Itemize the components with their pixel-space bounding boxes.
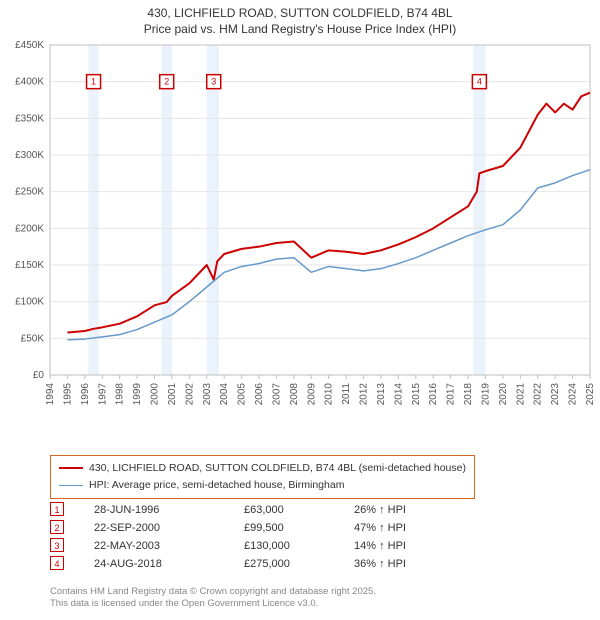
chart-title: 430, LICHFIELD ROAD, SUTTON COLDFIELD, B… xyxy=(0,0,600,37)
licence-text: Contains HM Land Registry data © Crown c… xyxy=(50,586,376,611)
sale-marker: 3 xyxy=(50,538,64,552)
svg-text:2022: 2022 xyxy=(533,383,544,406)
table-row: 2 22-SEP-2000£99,50047% ↑ HPI xyxy=(50,520,406,534)
legend-label: HPI: Average price, semi-detached house,… xyxy=(89,477,344,494)
legend-item: 430, LICHFIELD ROAD, SUTTON COLDFIELD, B… xyxy=(59,460,466,477)
svg-text:2008: 2008 xyxy=(289,383,300,406)
svg-text:2018: 2018 xyxy=(463,383,474,406)
legend-swatch xyxy=(59,467,83,469)
svg-text:1: 1 xyxy=(91,77,96,87)
svg-text:1994: 1994 xyxy=(45,383,56,406)
svg-text:1996: 1996 xyxy=(80,383,91,406)
sale-date: 24-AUG-2018 xyxy=(94,558,244,570)
svg-text:3: 3 xyxy=(211,77,216,87)
title-line-2: Price paid vs. HM Land Registry's House … xyxy=(0,22,600,38)
svg-text:4: 4 xyxy=(477,77,482,87)
legend: 430, LICHFIELD ROAD, SUTTON COLDFIELD, B… xyxy=(50,455,475,499)
sale-diff: 47% ↑ HPI xyxy=(354,522,406,534)
svg-text:2000: 2000 xyxy=(150,383,161,406)
svg-text:£250K: £250K xyxy=(15,187,44,198)
sale-marker: 1 xyxy=(50,502,64,516)
svg-text:£350K: £350K xyxy=(15,113,44,124)
svg-text:1999: 1999 xyxy=(132,383,143,406)
legend-label: 430, LICHFIELD ROAD, SUTTON COLDFIELD, B… xyxy=(89,460,466,477)
svg-text:2019: 2019 xyxy=(480,383,491,406)
svg-text:2004: 2004 xyxy=(219,383,230,406)
table-row: 4 24-AUG-2018£275,00036% ↑ HPI xyxy=(50,556,406,570)
svg-text:1995: 1995 xyxy=(62,383,73,406)
svg-text:£300K: £300K xyxy=(15,150,44,161)
svg-text:£0: £0 xyxy=(33,370,45,381)
plot-area: 1234£0£50K£100K£150K£200K£250K£300K£350K… xyxy=(50,45,590,415)
svg-text:2013: 2013 xyxy=(376,383,387,406)
sale-diff: 26% ↑ HPI xyxy=(354,504,406,516)
svg-text:2009: 2009 xyxy=(306,383,317,406)
svg-text:£400K: £400K xyxy=(15,77,44,88)
svg-text:2006: 2006 xyxy=(254,383,265,406)
legend-swatch xyxy=(59,485,83,486)
svg-text:2020: 2020 xyxy=(498,383,509,406)
sales-table: 1 28-JUN-1996£63,00026% ↑ HPI 2 22-SEP-2000… xyxy=(50,502,406,574)
sale-price: £130,000 xyxy=(244,540,354,552)
line-chart: 1234£0£50K£100K£150K£200K£250K£300K£350K… xyxy=(50,45,590,415)
svg-text:2014: 2014 xyxy=(393,383,404,406)
sale-date: 22-MAY-2003 xyxy=(94,540,244,552)
sale-diff: 36% ↑ HPI xyxy=(354,558,406,570)
svg-text:2007: 2007 xyxy=(271,383,282,406)
sale-price: £63,000 xyxy=(244,504,354,516)
table-row: 3 22-MAY-2003£130,00014% ↑ HPI xyxy=(50,538,406,552)
chart-container: 430, LICHFIELD ROAD, SUTTON COLDFIELD, B… xyxy=(0,0,600,620)
sale-date: 28-JUN-1996 xyxy=(94,504,244,516)
svg-text:1998: 1998 xyxy=(115,383,126,406)
svg-text:2011: 2011 xyxy=(341,383,352,405)
svg-text:2010: 2010 xyxy=(324,383,335,406)
table-row: 1 28-JUN-1996£63,00026% ↑ HPI xyxy=(50,502,406,516)
svg-text:2015: 2015 xyxy=(411,383,422,406)
svg-text:2025: 2025 xyxy=(585,383,596,406)
licence-line-2: This data is licensed under the Open Gov… xyxy=(50,598,376,610)
svg-text:2002: 2002 xyxy=(184,383,195,406)
svg-text:2003: 2003 xyxy=(202,383,213,406)
svg-text:2024: 2024 xyxy=(568,383,579,406)
title-line-1: 430, LICHFIELD ROAD, SUTTON COLDFIELD, B… xyxy=(0,6,600,22)
svg-text:2001: 2001 xyxy=(167,383,178,406)
svg-text:£100K: £100K xyxy=(15,297,44,308)
svg-text:2017: 2017 xyxy=(446,383,457,406)
svg-text:£150K: £150K xyxy=(15,260,44,271)
svg-text:1997: 1997 xyxy=(97,383,108,406)
legend-item: HPI: Average price, semi-detached house,… xyxy=(59,477,466,494)
sale-price: £275,000 xyxy=(244,558,354,570)
svg-text:2012: 2012 xyxy=(359,383,370,406)
svg-text:2: 2 xyxy=(164,77,169,87)
svg-text:£450K: £450K xyxy=(15,40,44,51)
sale-price: £99,500 xyxy=(244,522,354,534)
svg-text:£200K: £200K xyxy=(15,223,44,234)
svg-text:£50K: £50K xyxy=(21,333,45,344)
sale-marker: 2 xyxy=(50,520,64,534)
licence-line-1: Contains HM Land Registry data © Crown c… xyxy=(50,586,376,598)
sale-marker: 4 xyxy=(50,556,64,570)
sale-date: 22-SEP-2000 xyxy=(94,522,244,534)
svg-text:2005: 2005 xyxy=(237,383,248,406)
svg-text:2016: 2016 xyxy=(428,383,439,406)
svg-text:2021: 2021 xyxy=(515,383,526,406)
sale-diff: 14% ↑ HPI xyxy=(354,540,406,552)
svg-text:2023: 2023 xyxy=(550,383,561,406)
